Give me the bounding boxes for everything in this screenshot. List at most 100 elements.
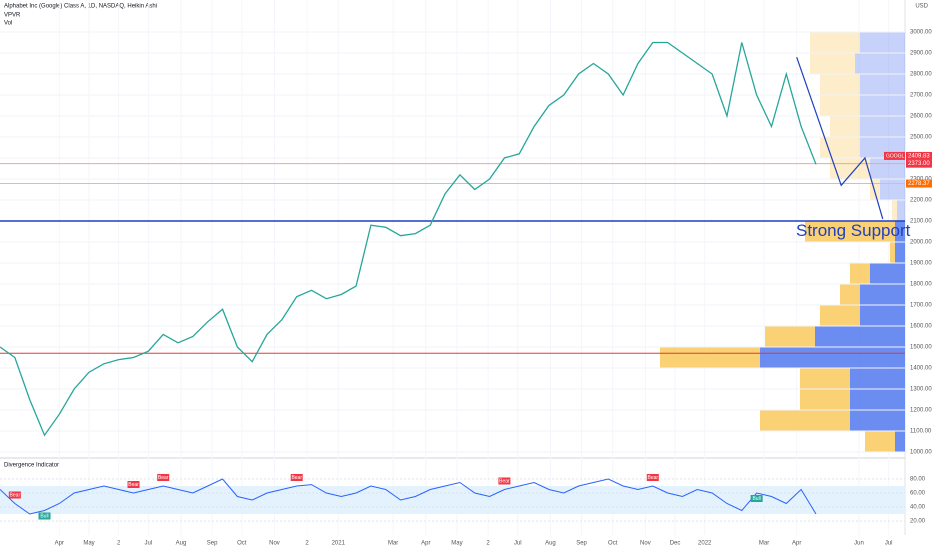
bear-label-bg [127, 481, 140, 488]
price-tag [906, 151, 932, 160]
bear-label-bg [290, 474, 303, 481]
profile-down [810, 53, 855, 74]
profile-down [870, 179, 880, 200]
profile-down [810, 32, 860, 53]
profile-down [820, 95, 860, 116]
x-tick-label: Aug [545, 541, 556, 547]
currency: USD [915, 4, 928, 10]
price-tag [906, 179, 932, 188]
y-tick-label: 2100.00 [910, 219, 932, 225]
profile-up [895, 242, 905, 263]
bear-label: Bear [128, 482, 139, 488]
profile-down [890, 242, 895, 263]
x-tick-label: Sep [207, 541, 218, 547]
bear-label: Bear [158, 475, 169, 481]
profile-up [760, 347, 905, 368]
bear-label-bg [498, 477, 511, 485]
profile-down [850, 263, 870, 284]
profile-up [860, 74, 905, 95]
x-tick-label: Mar [759, 541, 769, 547]
y-tick-label: 1600.00 [910, 324, 932, 330]
x-tick-label: Jul [145, 541, 153, 547]
y-tick-label: 40.00 [910, 505, 926, 511]
profile-up [860, 32, 905, 53]
x-tick-label: Aug [176, 541, 187, 547]
symbol-label: GOOGL [886, 153, 905, 159]
bear-label-bg [157, 474, 170, 481]
chart-title: Alphabet Inc (Google) Class A, 1D, NASDA… [4, 4, 157, 10]
x-tick-label: 2 [305, 541, 309, 547]
profile-down [805, 221, 895, 242]
bull-label: Bull [40, 513, 48, 519]
price-line [0, 41, 817, 437]
profile-up [860, 95, 905, 116]
profile-down [800, 389, 850, 410]
x-tick-label: May [83, 541, 94, 547]
y-tick-label: 60.00 [910, 491, 926, 497]
y-tick-label: 80.00 [910, 477, 926, 483]
price-tag-label: 2373.00 [908, 161, 930, 167]
x-tick-label: 2 [117, 541, 121, 547]
oscillator-band [0, 486, 905, 514]
x-tick-label: Oct [237, 541, 247, 547]
y-tick-label: 2900.00 [910, 51, 932, 57]
y-tick-label: 1100.00 [910, 429, 932, 435]
indicator-label: Vol [4, 21, 12, 27]
bear-label: Bear [291, 475, 302, 481]
profile-up [870, 263, 905, 284]
x-tick-label: Sep [576, 541, 587, 547]
y-tick-label: 1700.00 [910, 303, 932, 309]
profile-up [850, 389, 905, 410]
oscillator-line [0, 478, 817, 515]
y-tick-label: 1800.00 [910, 282, 932, 288]
bear-label-bg [8, 491, 21, 499]
profile-up [815, 326, 905, 347]
x-tick-label: Mar [388, 541, 398, 547]
y-tick-label: 1000.00 [910, 450, 932, 456]
profile-down [765, 326, 815, 347]
oscillator-title: Divergence Indicator [4, 463, 59, 469]
y-tick-label: 1900.00 [910, 261, 932, 267]
y-tick-label: 2500.00 [910, 135, 932, 141]
y-tick-label: 1400.00 [910, 366, 932, 372]
bear-label-bg [646, 474, 659, 481]
y-tick-label: 3000.00 [910, 30, 932, 36]
profile-up [850, 410, 905, 431]
x-tick-label: Oct [608, 541, 618, 547]
profile-up [897, 200, 905, 221]
bull-label: Bull [752, 496, 760, 502]
bear-label: Bear [648, 475, 659, 481]
price-tag-label: 2409.83 [908, 154, 930, 160]
annotation: Strong Support [796, 221, 911, 240]
bear-label: Bear [499, 478, 510, 484]
profile-down [840, 284, 860, 305]
profile-up [860, 116, 905, 137]
y-tick-label: 20.00 [910, 519, 926, 525]
profile-down [660, 347, 760, 368]
y-tick-label: 1200.00 [910, 408, 932, 414]
profile-down [892, 200, 897, 221]
x-tick-label: 2 [486, 541, 490, 547]
profile-down [830, 116, 860, 137]
profile-down [800, 368, 850, 389]
x-tick-label: Nov [269, 541, 280, 547]
profile-down [820, 74, 860, 95]
bull-label-bg [38, 512, 51, 520]
x-tick-label: 2022 [698, 541, 712, 547]
x-tick-label: Jun [854, 541, 864, 547]
y-tick-label: 2700.00 [910, 93, 932, 99]
x-tick-label: 2021 [332, 541, 346, 547]
bull-label-bg [750, 495, 763, 502]
x-tick-label: Dec [670, 541, 681, 547]
y-tick-label: 2800.00 [910, 72, 932, 78]
x-tick-label: Jul [514, 541, 522, 547]
x-tick-label: Nov [640, 541, 651, 547]
profile-down [760, 410, 850, 431]
y-tick-label: 2600.00 [910, 114, 932, 120]
indicator-label: VPVR [4, 13, 21, 19]
profile-down [865, 431, 895, 452]
price-tag-label: 2278.37 [908, 181, 930, 187]
profile-up [895, 221, 905, 242]
